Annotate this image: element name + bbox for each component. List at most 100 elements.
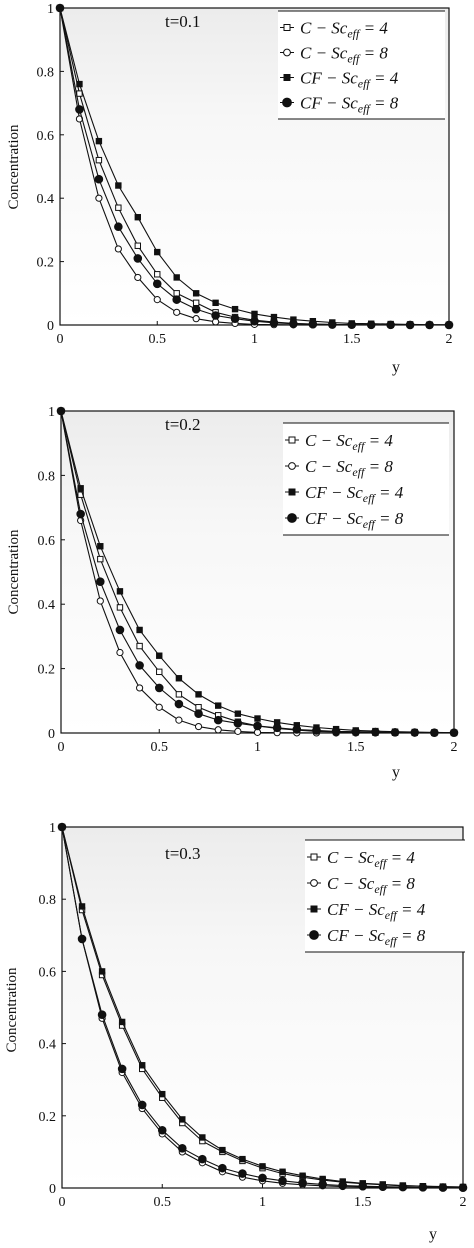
- data-point: [135, 661, 144, 670]
- legend-entry: CF − Sceff = 8: [307, 926, 426, 948]
- time-annotation: t=0.2: [165, 415, 201, 434]
- data-point: [115, 204, 122, 211]
- data-point: [96, 577, 105, 586]
- data-point: [219, 1146, 226, 1154]
- data-point: [272, 723, 282, 733]
- time-annotation: t=0.1: [165, 12, 201, 31]
- data-point: [279, 1168, 286, 1175]
- data-point: [230, 314, 240, 323]
- legend-marker: [283, 24, 291, 31]
- data-point: [136, 642, 143, 650]
- y-tick-label: 1: [49, 821, 56, 836]
- legend-marker: [309, 930, 319, 940]
- legend-label: CF − Sceff = 4: [305, 483, 404, 505]
- data-point: [430, 728, 439, 737]
- x-tick-label: 1: [251, 332, 258, 347]
- data-point: [78, 903, 86, 910]
- data-point: [259, 1163, 266, 1170]
- x-axis-label: y: [392, 764, 400, 781]
- data-point: [97, 1010, 107, 1020]
- data-point: [458, 1183, 468, 1193]
- x-tick-label: 0: [59, 1195, 66, 1210]
- data-point: [194, 709, 203, 718]
- x-tick-label: 2: [446, 332, 453, 347]
- data-point: [405, 320, 415, 330]
- y-axis-label: Concentration: [6, 124, 22, 209]
- data-point: [116, 604, 124, 611]
- x-tick-label: 0.5: [154, 1195, 172, 1210]
- x-axis-label: y: [429, 1226, 437, 1243]
- data-point: [154, 683, 164, 693]
- data-point: [117, 1064, 127, 1074]
- data-point: [173, 308, 181, 316]
- data-point: [134, 273, 142, 282]
- legend-entry: C − Sceff = 4: [280, 19, 388, 41]
- y-tick-label: 0.2: [38, 663, 56, 678]
- legend-label: C − Sceff = 8: [305, 457, 393, 479]
- data-point: [398, 1182, 408, 1192]
- data-point: [239, 1155, 246, 1163]
- x-tick-label: 0.5: [149, 332, 167, 347]
- y-tick-label: 0.8: [39, 893, 57, 908]
- data-point: [308, 319, 318, 329]
- data-point: [251, 310, 258, 318]
- data-point: [254, 715, 261, 722]
- data-point: [298, 1178, 307, 1188]
- legend: C − Sceff = 4 C − Sceff = 8 CF − Sceff = 4…: [305, 839, 465, 953]
- legend-label: CF − Sceff = 8: [300, 94, 399, 116]
- data-point: [76, 90, 83, 97]
- legend-marker: [288, 436, 296, 444]
- data-point: [192, 290, 200, 297]
- y-tick-label: 0.4: [39, 1038, 57, 1053]
- data-point: [56, 406, 66, 416]
- y-tick-label: 0: [47, 319, 54, 334]
- x-tick-label: 1.5: [343, 332, 361, 347]
- legend-label: C − Sceff = 8: [327, 874, 415, 896]
- y-tick-label: 1: [48, 405, 55, 420]
- data-point: [116, 588, 124, 595]
- data-point: [76, 80, 83, 88]
- data-point: [153, 296, 161, 304]
- data-point: [154, 271, 161, 278]
- data-point: [289, 319, 298, 329]
- data-point: [136, 684, 144, 692]
- data-point: [449, 728, 459, 737]
- legend-entry: C − Sceff = 4: [285, 431, 393, 453]
- legend-marker: [283, 48, 291, 57]
- data-point: [234, 710, 242, 717]
- data-point: [172, 295, 181, 304]
- y-tick-label: 0.6: [37, 129, 55, 144]
- data-point: [114, 222, 123, 232]
- data-point: [195, 691, 202, 698]
- y-tick-label: 0.6: [38, 534, 56, 549]
- legend-marker: [310, 879, 318, 887]
- data-point: [94, 174, 104, 184]
- data-point: [218, 1163, 227, 1173]
- y-tick-label: 0.4: [37, 192, 55, 207]
- y-tick-label: 0.8: [38, 469, 56, 484]
- legend-entry: CF − Sceff = 8: [285, 509, 404, 531]
- legend-label: CF − Sceff = 8: [327, 926, 426, 948]
- data-point: [438, 1183, 448, 1192]
- time-annotation: t=0.3: [165, 844, 201, 863]
- data-point: [139, 1062, 146, 1069]
- data-point: [115, 182, 122, 189]
- data-point: [76, 509, 85, 519]
- legend-marker: [310, 905, 318, 913]
- data-point: [175, 716, 183, 724]
- legend-entry: C − Sceff = 8: [280, 44, 388, 66]
- data-point: [292, 725, 302, 734]
- data-point: [115, 625, 125, 635]
- data-point: [116, 648, 124, 657]
- data-point: [234, 727, 242, 735]
- data-point: [178, 1143, 187, 1153]
- legend-entry: C − Sceff = 8: [285, 457, 393, 479]
- legend-label: C − Sceff = 4: [327, 848, 415, 870]
- data-point: [173, 290, 180, 297]
- data-point: [134, 214, 142, 221]
- data-point: [77, 934, 87, 944]
- data-point: [195, 704, 202, 711]
- legend: C − Sceff = 4 C − Sceff = 8 CF − Sceff = 4…: [278, 10, 445, 120]
- legend-label: C − Sceff = 4: [300, 19, 388, 41]
- legend-label: CF − Sceff = 4: [327, 900, 426, 922]
